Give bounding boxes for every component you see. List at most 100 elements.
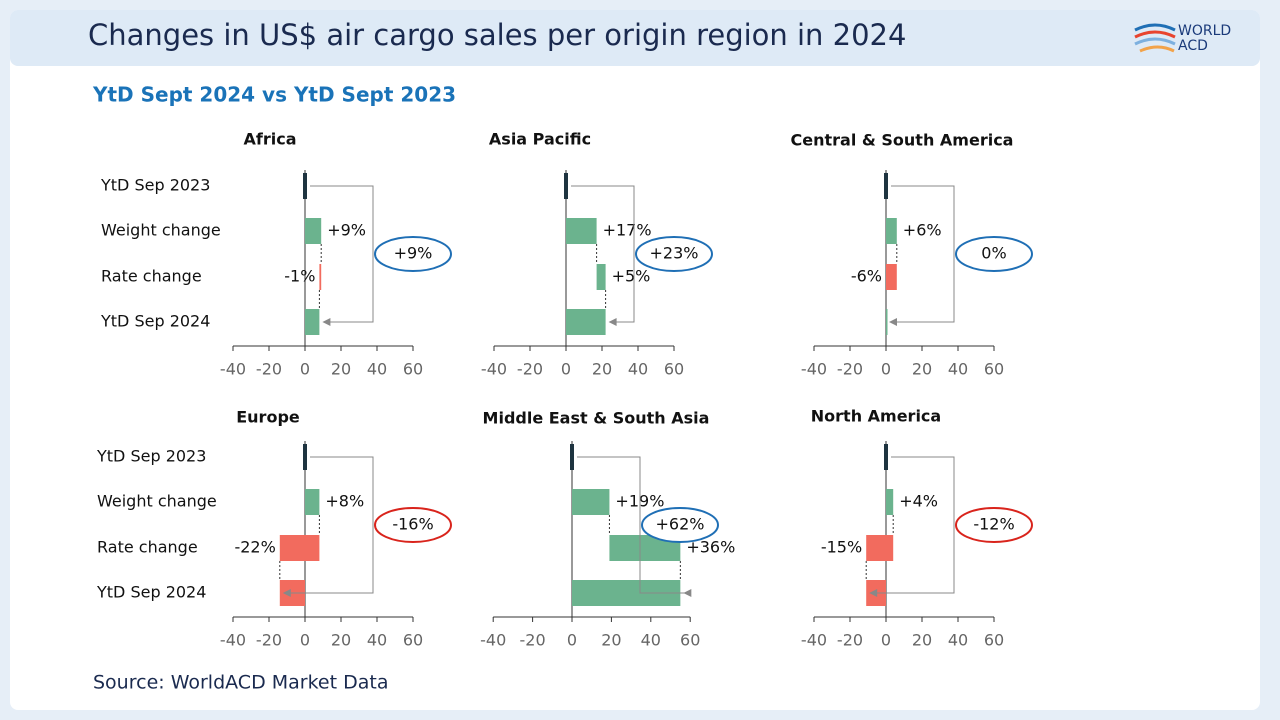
source: Source: WorldACD Market Data <box>93 672 388 694</box>
arrow-head <box>282 589 291 597</box>
total-circle <box>374 507 452 543</box>
bracket <box>289 456 374 594</box>
chart-title: Asia Pacific <box>489 130 591 149</box>
bracket <box>577 456 691 594</box>
total-label: -12% <box>973 515 1014 534</box>
x-tick-label: -20 <box>517 360 543 379</box>
logo: WORLD ACD <box>1134 23 1231 54</box>
value-label: +5% <box>612 267 651 286</box>
total-circle <box>955 507 1033 543</box>
row-label: Weight change <box>97 492 217 511</box>
total-circle <box>955 236 1033 272</box>
start-bar <box>884 173 888 199</box>
x-tick-label: 40 <box>628 360 648 379</box>
bar <box>305 309 320 335</box>
bracket <box>876 456 955 594</box>
x-tick-label: 60 <box>680 631 700 650</box>
bar <box>886 489 894 515</box>
x-tick-label: 40 <box>367 631 387 650</box>
x-tick-label: -20 <box>256 631 282 650</box>
arrow-head <box>869 589 878 597</box>
arrow-head <box>608 318 617 326</box>
row-label: Weight change <box>101 221 221 240</box>
x-tick-label: 20 <box>912 360 932 379</box>
total-circle <box>641 507 719 543</box>
x-tick-label: -40 <box>220 631 246 650</box>
value-label: +4% <box>899 492 938 511</box>
bar <box>319 264 322 290</box>
row-label: Rate change <box>97 538 198 557</box>
bar <box>305 218 322 244</box>
logo-wave <box>1134 37 1176 46</box>
x-tick-label: -20 <box>837 631 863 650</box>
start-bar <box>564 173 568 199</box>
total-label: +62% <box>656 515 705 534</box>
value-label: -15% <box>821 538 862 557</box>
bar <box>305 489 320 515</box>
chart-title: Europe <box>236 408 300 427</box>
total-circle <box>374 236 452 272</box>
arrow-head <box>322 318 331 326</box>
bar <box>566 309 606 335</box>
x-tick-label: 60 <box>984 360 1004 379</box>
x-tick-label: -40 <box>481 360 507 379</box>
total-label: +23% <box>650 244 699 263</box>
x-tick-label: 20 <box>592 360 612 379</box>
x-tick-label: 60 <box>984 631 1004 650</box>
bar <box>886 264 897 290</box>
total-label: -16% <box>392 515 433 534</box>
bar <box>866 535 894 561</box>
logo-text: WORLD <box>1178 23 1231 39</box>
x-tick-label: 40 <box>948 360 968 379</box>
total-label: +9% <box>394 244 433 263</box>
bracket <box>571 185 635 323</box>
x-tick-label: -40 <box>801 360 827 379</box>
panel <box>10 10 1260 710</box>
x-tick-label: 40 <box>641 631 661 650</box>
bar <box>566 218 597 244</box>
row-label: YtD Sep 2023 <box>100 176 210 195</box>
value-label: -1% <box>284 267 315 286</box>
title: Changes in US$ air cargo sales per origi… <box>88 18 906 52</box>
bar <box>279 535 320 561</box>
x-tick-label: -20 <box>837 360 863 379</box>
chart-title: Middle East & South Asia <box>483 409 710 428</box>
start-bar <box>303 444 307 470</box>
bracket <box>310 185 374 323</box>
value-label: -22% <box>234 538 275 557</box>
bar <box>886 309 888 335</box>
start-bar <box>570 444 574 470</box>
chart-title: Central & South America <box>791 131 1014 150</box>
value-label: +36% <box>686 538 735 557</box>
logo-wave <box>1134 30 1176 39</box>
x-tick-label: 40 <box>367 360 387 379</box>
start-bar <box>303 173 307 199</box>
x-tick-label: 0 <box>300 360 310 379</box>
x-tick-label: -20 <box>256 360 282 379</box>
x-tick-label: -40 <box>801 631 827 650</box>
value-label: +6% <box>903 221 942 240</box>
x-tick-label: 60 <box>403 631 423 650</box>
row-label: Rate change <box>101 267 202 286</box>
arrow-head <box>683 589 692 597</box>
x-tick-label: 0 <box>881 631 891 650</box>
bar <box>572 489 610 515</box>
x-tick-label: 0 <box>561 360 571 379</box>
logo-text: ACD <box>1178 38 1208 54</box>
value-label: +8% <box>325 492 364 511</box>
x-tick-label: 20 <box>331 631 351 650</box>
bar <box>596 264 606 290</box>
chart-title: Africa <box>244 130 297 149</box>
subtitle: YtD Sept 2024 vs YtD Sept 2023 <box>92 83 456 107</box>
x-tick-label: -40 <box>220 360 246 379</box>
header-band <box>10 10 1260 66</box>
value-label: +17% <box>603 221 652 240</box>
logo-wave <box>1139 45 1175 53</box>
x-tick-label: 0 <box>300 631 310 650</box>
bracket <box>891 185 955 323</box>
start-bar <box>884 444 888 470</box>
x-tick-label: -20 <box>520 631 546 650</box>
value-label: -6% <box>851 267 882 286</box>
row-label: YtD Sep 2023 <box>96 447 206 466</box>
